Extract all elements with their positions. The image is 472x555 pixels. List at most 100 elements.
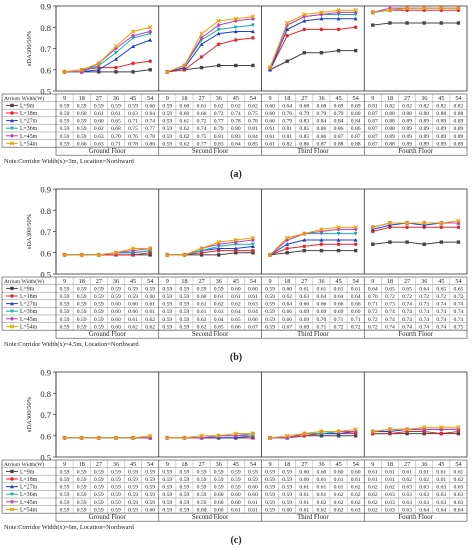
data-label: 0.59 [77,309,87,315]
x-tick-label: 36 [318,461,324,468]
data-label: 0.84 [317,119,327,125]
data-label: 0.88 [419,111,429,117]
data-label: 0.80 [145,141,155,147]
data-label: 0.62 [402,477,412,483]
data-label: 0.60 [351,469,361,475]
data-point [234,38,238,42]
data-point [131,33,136,38]
data-label: 0.60 [197,507,207,513]
data-label: 0.59 [128,492,138,498]
data-label: 0.59 [111,294,121,300]
data-label: 0.82 [419,103,429,109]
data-label: 0.65 [385,286,395,292]
data-label: 0.60 [111,324,121,330]
series-line [167,433,253,439]
data-label: 0.59 [77,477,87,483]
data-point [353,12,358,17]
data-label: 0.62 [334,500,344,506]
data-label: 0.61 [385,477,395,483]
floor-label: Second Floor [192,148,229,155]
x-tick-label: 36 [421,461,427,468]
x-tick-label: 9 [371,95,374,102]
data-label: 0.89 [436,119,446,125]
data-point [284,235,290,241]
data-label: 0.74 [419,309,429,315]
data-label: 0.71 [351,317,361,323]
data-label: 0.59 [145,500,155,506]
data-label: 0.62 [351,492,361,498]
data-label: 0.59 [77,469,87,475]
data-label: 0.89 [419,126,429,132]
data-label: 0.61 [265,141,275,147]
data-point [97,70,101,74]
data-label: 0.87 [368,141,378,147]
data-label: 0.75 [248,111,258,117]
data-label: 0.62 [231,302,241,308]
data-label: 0.61 [317,485,327,491]
data-label: 0.63 [385,507,395,513]
table-header: Atrium Width(W) [4,95,44,102]
floor-label: Fourth Floor [398,331,433,338]
data-label: 0.61 [265,134,275,140]
series-line [269,9,356,68]
x-tick-label: 27 [198,278,204,285]
data-label: 0.72 [385,294,395,300]
data-point [336,16,341,21]
data-point [113,51,118,55]
data-point [250,29,255,34]
panel-label: (c) [230,535,241,546]
data-point [267,435,273,441]
data-label: 0.62 [419,477,429,483]
data-label: 0.59 [162,103,172,109]
data-label: 0.61 [145,302,155,308]
data-label: 0.86 [317,134,327,140]
data-point [336,225,341,230]
data-label: 0.62 [197,317,207,323]
data-point [319,232,324,236]
data-point [113,250,119,255]
data-point [422,21,426,25]
data-label: 0.60 [111,317,121,323]
x-tick-label: 36 [113,461,119,468]
data-label: 0.62 [180,141,190,147]
x-tick-label: 36 [216,461,222,468]
data-point [199,31,204,36]
data-point [233,242,238,247]
data-label: 0.69 [351,309,361,315]
data-label: 0.59 [94,469,104,475]
data-point [353,225,358,230]
data-label: 0.80 [351,111,361,117]
data-label: 0.69 [334,309,344,315]
data-label: 0.59 [60,103,70,109]
data-label: 0.85 [299,126,309,132]
data-label: 0.61 [299,507,309,513]
data-point [233,237,239,243]
data-label: 0.60 [77,111,87,117]
data-label: 0.79 [299,111,309,117]
y-tick-label: 0.7 [40,410,51,420]
data-label: 0.72 [214,111,224,117]
data-point [405,240,409,244]
data-label: 0.62 [334,507,344,513]
data-label: 0.59 [94,324,104,330]
data-label: 0.59 [77,500,87,506]
data-label: 0.62 [180,126,190,132]
data-label: 0.62 [351,500,361,506]
data-point [439,5,444,11]
data-label: 0.59 [214,469,224,475]
x-tick-label: 54 [250,95,256,102]
data-label: 0.61 [94,111,104,117]
data-label: 0.86 [299,141,309,147]
data-point [96,435,102,441]
data-label: 0.84 [248,134,258,140]
data-label: 0.59 [180,485,190,491]
series-line [269,243,356,256]
data-label: 0.87 [317,141,327,147]
series-line [167,16,253,73]
data-point [336,27,341,32]
data-label: 0.74 [436,302,446,308]
data-label: 0.70 [111,134,121,140]
x-tick-label: 9 [269,95,272,102]
legend-L-18m-marker [10,111,14,115]
